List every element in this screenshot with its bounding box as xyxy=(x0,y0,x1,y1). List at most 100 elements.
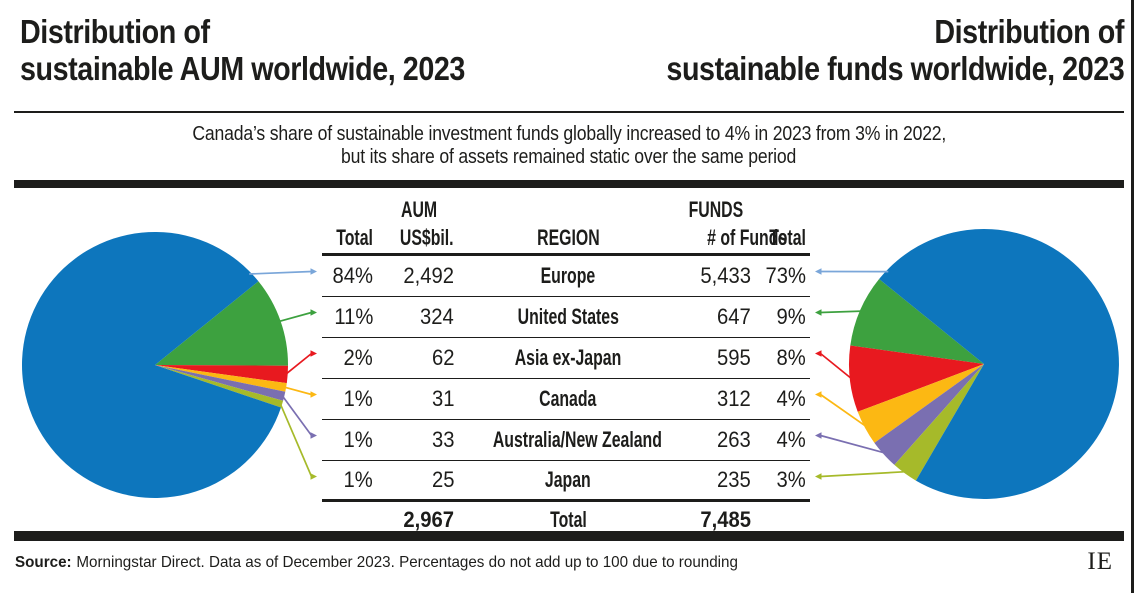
right-chart-title-line2: sustainable funds worldwide, 2023 xyxy=(666,50,1124,87)
aum-pct-value: 84% xyxy=(332,263,373,288)
funds-pct-value: 8% xyxy=(776,345,806,370)
leader-arrow-asia-ex-japan xyxy=(310,350,317,357)
leader-arrow-europe xyxy=(310,268,317,275)
aum-value: 62 xyxy=(431,345,454,370)
pie-slice-europe xyxy=(21,231,281,498)
chart-subtitle: Canada’s share of sustainable investment… xyxy=(14,123,1124,169)
funds-count-value: 595 xyxy=(717,345,751,370)
leader-line-europe xyxy=(249,270,312,275)
col-header-funds-total: Total xyxy=(769,225,806,250)
table-row-japan: 1% 25 Japan 235 3% xyxy=(322,461,810,502)
right-chart-title: Distribution of sustainable funds worldw… xyxy=(598,13,1124,87)
region-name: Canada xyxy=(539,386,597,411)
pie-slice-australia-new-zealand xyxy=(155,365,286,401)
table-row-australia-new-zealand: 1% 33 Australia/New Zealand 263 4% xyxy=(322,420,810,461)
table-row-united-states: 11% 324 United States 647 9% xyxy=(322,297,810,338)
table-row-asia-ex-japan: 2% 62 Asia ex-Japan 595 8% xyxy=(322,338,810,379)
region-name: Europe xyxy=(540,263,596,288)
funds-count-value: 647 xyxy=(717,304,751,329)
ie-publication-logo: IE xyxy=(1087,548,1113,575)
pie-slice-japan xyxy=(155,365,284,408)
left-chart-title: Distribution of sustainable AUM worldwid… xyxy=(20,13,531,87)
table-group-header: AUM FUNDS xyxy=(322,197,810,222)
leader-arrow-australia-new-zealand xyxy=(310,432,317,439)
pie-slice-canada xyxy=(857,364,984,443)
funds-count-value: 312 xyxy=(717,386,751,411)
leader-line-asia-ex-japan xyxy=(285,352,313,375)
aum-pct-value: 2% xyxy=(343,345,373,370)
aum-value: 324 xyxy=(420,304,454,329)
pie-slice-united-states xyxy=(155,281,289,366)
leader-line-australia-new-zealand xyxy=(820,434,886,454)
leader-line-japan xyxy=(279,403,313,477)
pie-slice-japan xyxy=(894,364,984,481)
pie-slice-europe xyxy=(879,229,1119,500)
aum-pct-value: 1% xyxy=(343,427,373,452)
header-divider-rule xyxy=(14,111,1124,113)
col-header-region: REGION xyxy=(536,225,600,250)
chart-subtitle-line1: Canada’s share of sustainable investment… xyxy=(192,123,946,145)
col-header-aum-usd: US$bil. xyxy=(400,225,454,250)
funds-pct-value: 3% xyxy=(776,467,806,492)
funds-pct-value: 4% xyxy=(776,386,806,411)
funds-total-value: 7,485 xyxy=(700,507,751,532)
pie-slice-asia-ex-japan xyxy=(849,345,984,412)
leader-line-japan xyxy=(820,470,906,478)
top-black-bar xyxy=(14,180,1124,188)
funds-pct-value: 73% xyxy=(765,263,806,288)
right-chart-title-line1: Distribution of xyxy=(934,13,1124,50)
pie-slice-australia-new-zealand xyxy=(874,364,984,465)
pie-slice-asia-ex-japan xyxy=(155,365,288,384)
leader-arrow-canada xyxy=(815,391,822,398)
funds-count-value: 5,433 xyxy=(700,263,751,288)
leader-arrow-japan xyxy=(815,473,822,480)
region-name: United States xyxy=(517,304,619,329)
aum-value: 33 xyxy=(431,427,454,452)
funds-pct-value: 4% xyxy=(776,427,806,452)
funds-group-header: FUNDS xyxy=(688,197,743,222)
leader-line-asia-ex-japan xyxy=(819,352,853,380)
leader-arrow-australia-new-zealand xyxy=(815,432,822,439)
table-total-row: 2,967 Total 7,485 xyxy=(322,502,810,538)
aum-pct-value: 1% xyxy=(343,467,373,492)
aum-value: 25 xyxy=(431,467,454,492)
funds-count-value: 235 xyxy=(717,467,751,492)
leader-arrow-europe xyxy=(815,268,822,275)
leader-arrow-japan xyxy=(310,473,317,480)
region-name: Australia/New Zealand xyxy=(492,427,662,452)
leader-line-canada xyxy=(283,386,312,396)
region-name: Japan xyxy=(545,467,591,492)
aum-group-header: AUM xyxy=(401,197,438,222)
page-column-rule xyxy=(1131,0,1134,593)
col-header-aum-total: Total xyxy=(336,225,373,250)
right-pie-chart xyxy=(815,229,1119,500)
pie-slice-canada xyxy=(155,365,287,392)
funds-pct-value: 9% xyxy=(776,304,806,329)
source-note: Source: Morningstar Direct. Data as of De… xyxy=(15,554,776,572)
source-label: Source: xyxy=(15,554,72,571)
left-chart-title-line1: Distribution of xyxy=(20,13,210,50)
leader-arrow-asia-ex-japan xyxy=(815,350,822,357)
data-table: AUM FUNDS Total US$bil. REGION # of Fund… xyxy=(322,197,810,538)
aum-pct-value: 11% xyxy=(333,304,373,329)
table-column-header: Total US$bil. REGION # of Funds Total xyxy=(322,221,810,256)
left-chart-title-line2: sustainable AUM worldwide, 2023 xyxy=(20,50,465,87)
left-pie-chart xyxy=(21,231,317,498)
aum-pct-value: 1% xyxy=(343,386,373,411)
table-row-europe: 84% 2,492 Europe 5,433 73% xyxy=(322,256,810,297)
region-name: Asia ex-Japan xyxy=(514,345,622,370)
leader-arrow-canada xyxy=(310,391,317,398)
pie-slice-united-states xyxy=(850,279,984,364)
leader-line-united-states xyxy=(278,311,312,323)
total-row-label: Total xyxy=(549,507,587,532)
table-row-canada: 1% 31 Canada 312 4% xyxy=(322,379,810,420)
aum-value: 2,492 xyxy=(403,263,454,288)
leader-arrow-united-states xyxy=(815,309,822,316)
bottom-black-bar xyxy=(14,531,1124,541)
leader-line-united-states xyxy=(820,310,863,314)
aum-total-value: 2,967 xyxy=(403,507,454,532)
source-text: Morningstar Direct. Data as of December … xyxy=(76,554,738,571)
funds-count-value: 263 xyxy=(717,427,751,452)
col-header-num-funds: # of Funds xyxy=(707,225,788,250)
